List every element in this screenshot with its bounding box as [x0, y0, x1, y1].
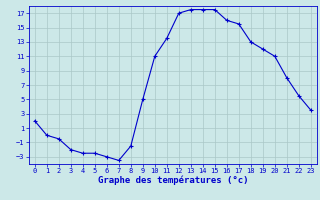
X-axis label: Graphe des températures (°c): Graphe des températures (°c) [98, 176, 248, 185]
